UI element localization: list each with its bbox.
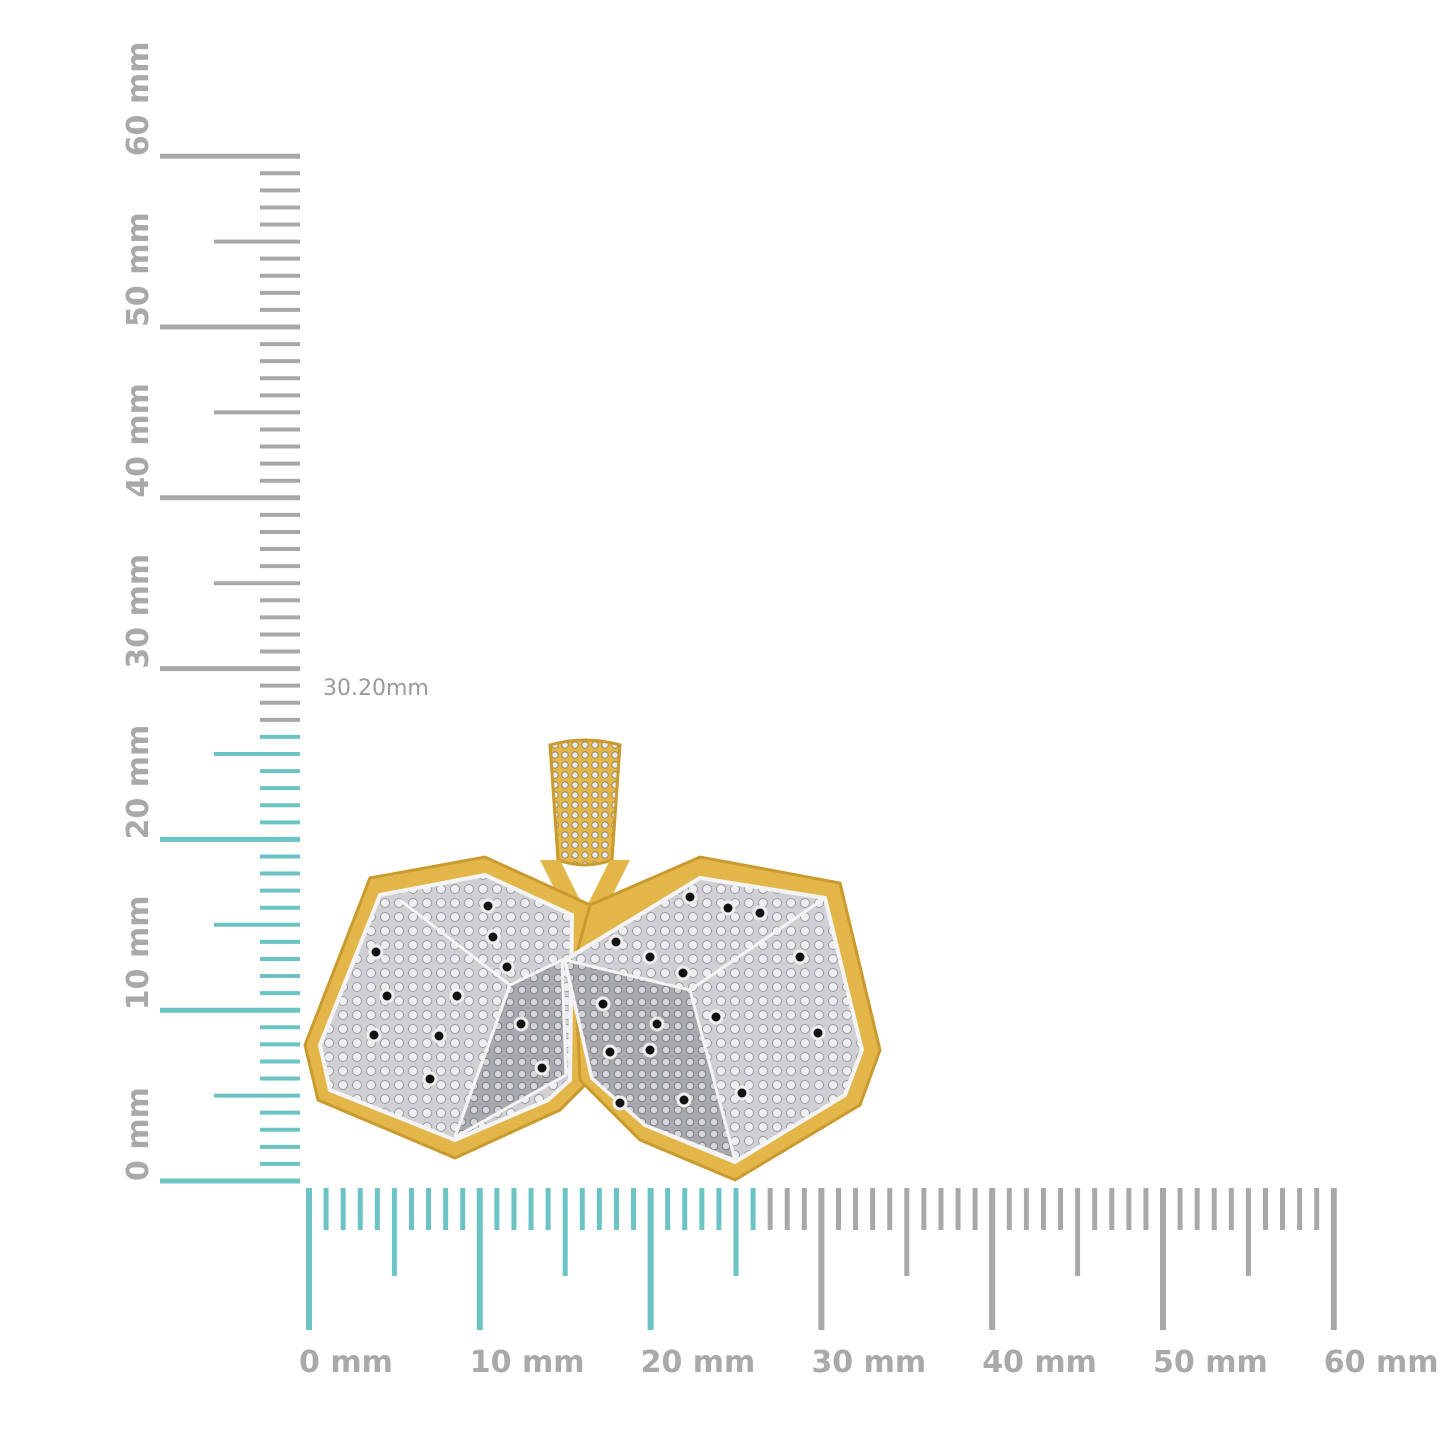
vertical-ruler-label: 40 mm [121, 383, 156, 498]
right-die [562, 855, 882, 1182]
horizontal-ruler-label: 50 mm [1153, 1345, 1268, 1380]
horizontal-ruler-label: 40 mm [982, 1345, 1097, 1380]
horizontal-ruler-label: 10 mm [470, 1345, 585, 1380]
left-die [303, 855, 592, 1160]
vertical-ruler-label: 30 mm [121, 554, 156, 669]
vertical-ruler-label: 10 mm [121, 895, 156, 1010]
vertical-ruler-label: 20 mm [121, 725, 156, 840]
horizontal-ruler-label: 20 mm [641, 1345, 756, 1380]
horizontal-ruler-label: 30 mm [811, 1345, 926, 1380]
horizontal-ruler-label: 0 mm [299, 1345, 393, 1380]
height-dimension-label: 30.20mm [323, 676, 429, 701]
horizontal-ruler-label: 60 mm [1324, 1345, 1439, 1380]
vertical-ruler-label: 0 mm [121, 1087, 156, 1181]
bail [548, 738, 622, 867]
vertical-ruler-label: 60 mm [121, 41, 156, 156]
vertical-ruler-label: 50 mm [121, 212, 156, 327]
